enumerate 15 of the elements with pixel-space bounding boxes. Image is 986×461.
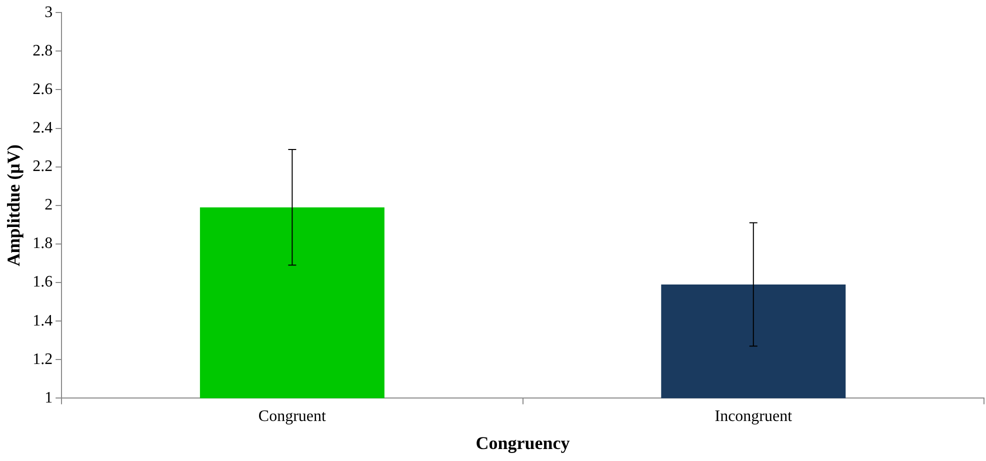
y-tick-label: 2.2	[32, 158, 53, 176]
y-tick-label: 2	[44, 196, 53, 214]
x-tick-label: Incongruent	[714, 408, 793, 426]
y-tick-label: 2.8	[32, 42, 53, 60]
y-tick-label: 2.6	[32, 80, 53, 98]
x-axis-title: Congruency	[476, 432, 570, 453]
y-tick-label: 1	[44, 389, 53, 406]
x-tick-label: Congruent	[258, 408, 327, 426]
y-tick-label: 1.4	[32, 312, 53, 330]
y-tick-label: 2.4	[32, 119, 53, 136]
y-axis-title: Amplitdue (μV)	[3, 144, 24, 266]
y-tick-label: 1.6	[32, 274, 53, 291]
y-tick-label: 3	[44, 4, 53, 21]
y-tick-label: 1.8	[32, 235, 53, 252]
y-tick-label: 1.2	[32, 350, 53, 368]
